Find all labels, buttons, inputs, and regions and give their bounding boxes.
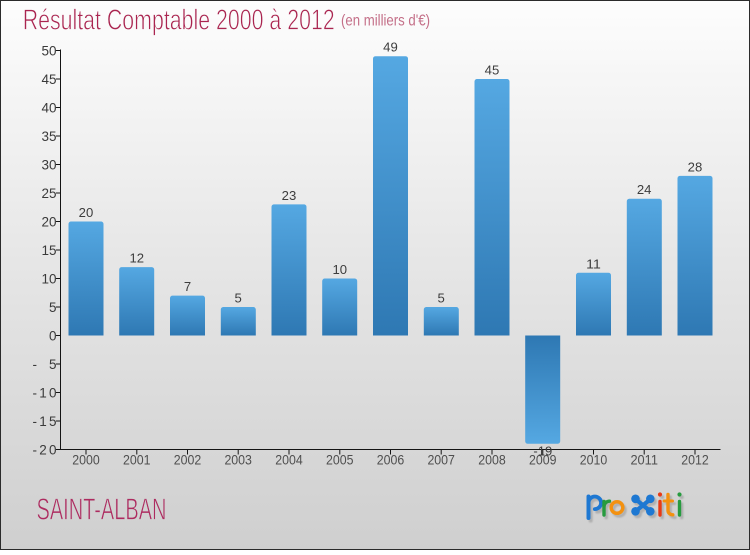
svg-text:12: 12 <box>130 251 145 266</box>
svg-text:2008: 2008 <box>478 453 506 468</box>
svg-text:Résultat Comptable 2000 à 2012: Résultat Comptable 2000 à 2012 <box>23 5 335 37</box>
svg-text:49: 49 <box>383 40 398 55</box>
svg-text:5: 5 <box>438 291 445 306</box>
svg-text:23: 23 <box>282 188 297 203</box>
svg-text:0: 0 <box>49 328 57 343</box>
svg-text:2001: 2001 <box>123 453 151 468</box>
svg-text:-10: -10 <box>33 385 57 400</box>
svg-text:2011: 2011 <box>630 453 658 468</box>
svg-text:2002: 2002 <box>174 453 202 468</box>
svg-text:28: 28 <box>688 159 703 174</box>
svg-text:20: 20 <box>79 205 94 220</box>
svg-text:2003: 2003 <box>224 453 252 468</box>
svg-text:10: 10 <box>41 271 56 286</box>
svg-text:5: 5 <box>49 300 57 315</box>
svg-text:-15: -15 <box>33 414 57 429</box>
svg-text:7: 7 <box>184 279 191 294</box>
svg-text:11: 11 <box>586 256 601 271</box>
svg-text:20: 20 <box>41 214 56 229</box>
svg-text:5: 5 <box>235 291 242 306</box>
svg-text:45: 45 <box>485 63 500 78</box>
svg-text:2010: 2010 <box>580 453 608 468</box>
svg-text:SAINT-ALBAN: SAINT-ALBAN <box>37 492 167 527</box>
svg-text:2005: 2005 <box>326 453 354 468</box>
svg-text:2006: 2006 <box>377 453 405 468</box>
svg-text:30: 30 <box>41 157 56 172</box>
svg-text:2012: 2012 <box>681 453 709 468</box>
svg-text:-19: -19 <box>533 443 552 458</box>
svg-text:50: 50 <box>41 43 56 58</box>
svg-text:45: 45 <box>41 72 56 87</box>
svg-text:10: 10 <box>333 262 348 277</box>
svg-text:2000: 2000 <box>72 453 100 468</box>
svg-text:2009: 2009 <box>529 453 557 468</box>
svg-text:25: 25 <box>41 186 56 201</box>
svg-text:40: 40 <box>41 100 56 115</box>
svg-text:2004: 2004 <box>275 453 303 468</box>
svg-text:-20: -20 <box>33 442 57 457</box>
svg-text:2007: 2007 <box>427 453 455 468</box>
svg-text:24: 24 <box>637 182 652 197</box>
svg-text:15: 15 <box>41 243 56 258</box>
svg-text:(en milliers d'€): (en milliers d'€) <box>341 13 430 30</box>
svg-text:35: 35 <box>41 129 56 144</box>
